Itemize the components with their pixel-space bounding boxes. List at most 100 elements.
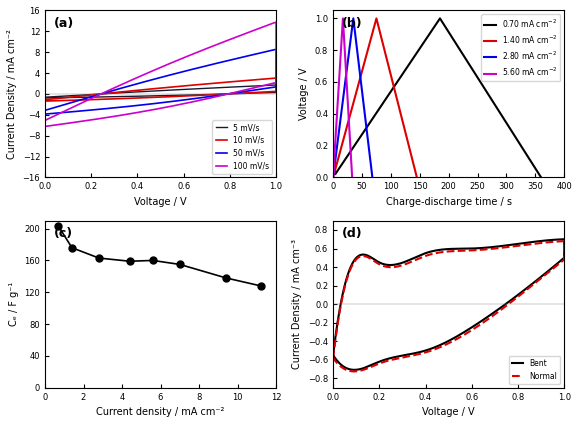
Line: Bent: Bent xyxy=(333,239,564,370)
Y-axis label: Cₑ / F g⁻¹: Cₑ / F g⁻¹ xyxy=(9,282,19,326)
5.60 mA cm$^{-2}$ xyxy=(331,162,338,167)
2.80 mA cm$^{-2}$ xyxy=(369,175,376,180)
5.60 mA cm$^{-2}$ xyxy=(349,175,356,180)
Legend: 5 mV/s, 10 mV/s, 50 mV/s, 100 mV/s: 5 mV/s, 10 mV/s, 50 mV/s, 100 mV/s xyxy=(212,120,272,173)
50 mV/s xyxy=(212,93,219,98)
Line: Normal: Normal xyxy=(333,241,564,371)
5.60 mA cm$^{-2}$ xyxy=(339,16,346,21)
2.80 mA cm$^{-2}$ xyxy=(329,175,336,180)
Bent xyxy=(539,238,546,243)
0.70 mA cm$^{-2}$ xyxy=(537,175,544,180)
2.80 mA cm$^{-2}$ xyxy=(366,149,373,154)
5.60 mA cm$^{-2}$ xyxy=(347,149,354,154)
100 mV/s xyxy=(225,37,232,42)
Text: (a): (a) xyxy=(54,17,75,30)
1.40 mA cm$^{-2}$ xyxy=(413,175,420,180)
1.40 mA cm$^{-2}$ xyxy=(373,16,380,21)
50 mV/s xyxy=(192,66,199,71)
1.40 mA cm$^{-2}$ xyxy=(335,156,342,161)
Bent xyxy=(350,367,357,372)
2.80 mA cm$^{-2}$ xyxy=(331,162,338,167)
Normal xyxy=(350,369,357,374)
100 mV/s xyxy=(42,124,49,129)
50 mV/s xyxy=(42,108,49,113)
Y-axis label: Voltage / V: Voltage / V xyxy=(299,67,309,120)
5.60 mA cm$^{-2}$ xyxy=(329,175,336,180)
Legend: Bent, Normal: Bent, Normal xyxy=(509,356,560,384)
100 mV/s xyxy=(97,92,104,97)
0.70 mA cm$^{-2}$ xyxy=(521,149,528,154)
5 mV/s xyxy=(42,95,49,100)
Normal xyxy=(539,240,546,245)
Text: (c): (c) xyxy=(54,227,74,240)
10 mV/s xyxy=(212,92,219,97)
10 mV/s xyxy=(42,97,49,102)
Normal xyxy=(560,239,567,244)
Line: 100 mV/s: 100 mV/s xyxy=(45,22,276,126)
10 mV/s xyxy=(169,94,176,99)
10 mV/s xyxy=(167,94,174,99)
Bent xyxy=(329,353,336,358)
1.40 mA cm$^{-2}$ xyxy=(410,160,417,165)
5 mV/s xyxy=(97,92,104,97)
10 mV/s xyxy=(273,75,280,81)
Line: 2.80 mA cm$^{-2}$: 2.80 mA cm$^{-2}$ xyxy=(333,18,372,177)
1.40 mA cm$^{-2}$ xyxy=(353,90,360,95)
Line: 5 mV/s: 5 mV/s xyxy=(45,85,276,98)
Y-axis label: Current Density / mA cm⁻²: Current Density / mA cm⁻² xyxy=(7,29,17,159)
0.70 mA cm$^{-2}$ xyxy=(437,16,444,21)
5.60 mA cm$^{-2}$ xyxy=(335,90,342,95)
0.70 mA cm$^{-2}$ xyxy=(387,90,394,95)
2.80 mA cm$^{-2}$ xyxy=(340,90,347,95)
50 mV/s xyxy=(225,58,232,63)
0.70 mA cm$^{-2}$ xyxy=(338,162,345,167)
Text: (d): (d) xyxy=(342,227,363,240)
50 mV/s xyxy=(273,47,280,52)
Bent xyxy=(444,339,450,344)
5 mV/s xyxy=(42,95,49,100)
Line: 1.40 mA cm$^{-2}$: 1.40 mA cm$^{-2}$ xyxy=(333,18,417,177)
100 mV/s xyxy=(273,20,280,25)
2.80 mA cm$^{-2}$ xyxy=(367,160,374,165)
50 mV/s xyxy=(169,99,176,104)
2.80 mA cm$^{-2}$ xyxy=(350,16,357,21)
Line: 0.70 mA cm$^{-2}$: 0.70 mA cm$^{-2}$ xyxy=(333,18,541,177)
5 mV/s xyxy=(192,86,199,91)
10 mV/s xyxy=(192,82,199,87)
Bent xyxy=(560,237,567,242)
X-axis label: Voltage / V: Voltage / V xyxy=(134,197,187,207)
5.60 mA cm$^{-2}$ xyxy=(334,115,340,120)
0.70 mA cm$^{-2}$ xyxy=(329,175,336,180)
Bent xyxy=(412,255,419,260)
Bent xyxy=(483,315,490,321)
Line: 10 mV/s: 10 mV/s xyxy=(45,78,276,101)
0.70 mA cm$^{-2}$ xyxy=(369,115,376,120)
5 mV/s xyxy=(273,82,280,87)
1.40 mA cm$^{-2}$ xyxy=(333,162,340,167)
Bent xyxy=(519,289,526,294)
Normal xyxy=(483,318,490,323)
0.70 mA cm$^{-2}$ xyxy=(343,156,350,161)
Normal xyxy=(412,258,419,263)
Y-axis label: Current Density / mA cm⁻³: Current Density / mA cm⁻³ xyxy=(292,239,302,369)
5 mV/s xyxy=(212,92,219,97)
10 mV/s xyxy=(42,98,49,103)
Normal xyxy=(329,355,336,360)
Normal xyxy=(449,248,456,254)
1.40 mA cm$^{-2}$ xyxy=(346,115,353,120)
5 mV/s xyxy=(167,93,174,98)
10 mV/s xyxy=(97,92,104,97)
Line: 50 mV/s: 50 mV/s xyxy=(45,49,276,114)
Legend: 0.70 mA cm$^{-2}$, 1.40 mA cm$^{-2}$, 2.80 mA cm$^{-2}$, 5.60 mA cm$^{-2}$: 0.70 mA cm$^{-2}$, 1.40 mA cm$^{-2}$, 2.… xyxy=(481,14,560,81)
100 mV/s xyxy=(169,103,176,109)
X-axis label: Charge-discharge time / s: Charge-discharge time / s xyxy=(386,197,512,207)
Normal xyxy=(444,342,450,347)
X-axis label: Current density / mA cm⁻²: Current density / mA cm⁻² xyxy=(96,407,225,417)
Line: 5.60 mA cm$^{-2}$: 5.60 mA cm$^{-2}$ xyxy=(333,18,352,177)
50 mV/s xyxy=(167,99,174,104)
10 mV/s xyxy=(225,79,232,84)
5 mV/s xyxy=(169,93,176,98)
Bent xyxy=(329,353,336,358)
2.80 mA cm$^{-2}$ xyxy=(332,156,339,161)
1.40 mA cm$^{-2}$ xyxy=(407,149,414,154)
